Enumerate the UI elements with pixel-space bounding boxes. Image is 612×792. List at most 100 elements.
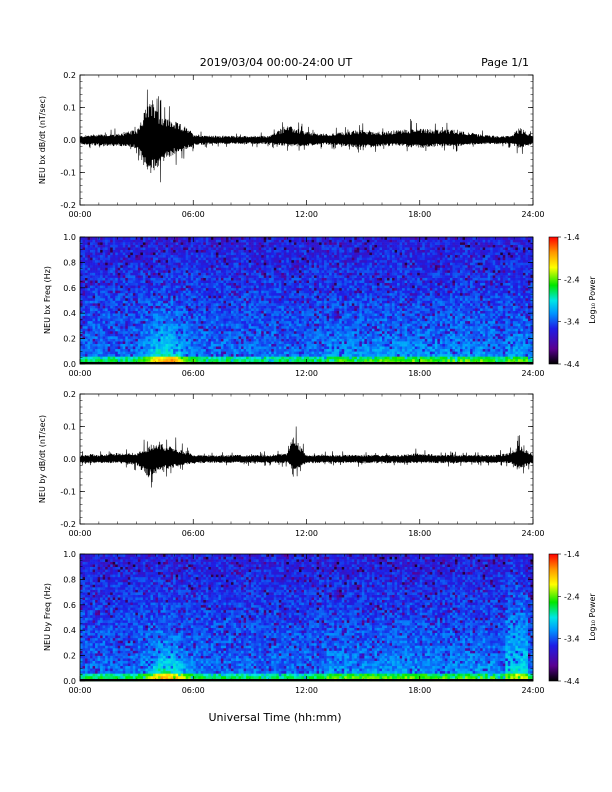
bx-spectrogram-cell (215, 285, 219, 289)
bx-spectrogram-cell (188, 341, 192, 344)
bx-spectrogram-cell (185, 351, 189, 355)
bx-spectrogram-cell (266, 242, 270, 245)
bx-spectrogram-cell (233, 313, 237, 317)
bx-spectrogram-cell (152, 328, 156, 332)
bx-spectrogram-cell (130, 270, 134, 273)
bx-spectrogram-cell (223, 336, 227, 339)
bx-spectrogram-cell (225, 330, 229, 334)
bx-spectrogram-cell (301, 310, 305, 314)
bx-spectrogram-cell (261, 325, 265, 329)
bx-spectrogram-cell (316, 239, 320, 243)
bx-spectrogram-cell (132, 267, 136, 271)
bx-spectrogram-cell (195, 303, 199, 306)
bx-spectrogram-cell (258, 244, 262, 248)
bx-spectrogram-cell (127, 315, 131, 319)
bx-spectrogram-cell (261, 249, 265, 253)
bx-spectrogram-cell (115, 348, 119, 352)
bx-spectrogram-cell (314, 267, 317, 271)
bx-spectrogram-cell (296, 341, 300, 344)
bx-spectrogram-cell (314, 295, 317, 299)
bx-spectrogram-cell (311, 285, 315, 289)
bx-spectrogram-cell (130, 280, 134, 284)
bx-spectrogram-cell (127, 325, 131, 329)
bx-spectrogram-cell (248, 290, 252, 294)
bx-spectrogram-cell (193, 305, 197, 309)
bx-spectrogram-cell (188, 292, 192, 296)
bx-spectrogram-cell (291, 308, 295, 311)
bx-spectrogram-cell (122, 341, 126, 344)
bx-spectrogram-cell (158, 242, 161, 245)
bx-spectrogram-cell (147, 333, 151, 337)
bx-spectrogram-cell (155, 242, 159, 245)
bx-spectrogram-cell (271, 318, 275, 322)
bx-spectrogram-cell (200, 336, 204, 339)
bx-spectrogram-cell (198, 247, 202, 250)
bx-spectrogram-cell (311, 287, 315, 291)
bx-spectrogram-cell (183, 353, 186, 357)
bx-spectrogram-cell (193, 341, 197, 344)
bx-spectrogram-cell (102, 280, 106, 284)
bx-spectrogram-cell (112, 242, 116, 245)
bx-spectrogram-cell (208, 272, 212, 276)
bx-spectrogram-cell (132, 239, 136, 243)
bx-spectrogram-cell (135, 280, 139, 284)
bx-spectrogram-cell (175, 290, 179, 294)
bx-spectrogram-cell (241, 333, 244, 337)
bx-spectrogram-cell (92, 290, 96, 294)
bx-spectrogram-cell (147, 280, 151, 284)
bx-spectrogram-cell (107, 239, 111, 243)
bx-spectrogram-cell (137, 290, 141, 294)
bx-spectrogram-cell (105, 325, 108, 329)
bx-spectrogram-cell (236, 297, 239, 301)
bx-spectrogram-cell (321, 239, 325, 243)
bx-spectrogram-cell (301, 333, 305, 337)
bx-spectrogram-cell (218, 303, 222, 306)
bx-spectrogram-cell (87, 328, 91, 332)
bx-spectrogram-cell (263, 237, 267, 240)
bx-spectrogram-cell (281, 242, 285, 245)
bx-spectrogram-cell (271, 287, 275, 291)
bx-spectrogram-cell (147, 254, 151, 258)
bx-spectrogram-cell (215, 280, 219, 284)
bx-spectrogram-cell (125, 320, 129, 324)
bx-spectrogram-cell (170, 336, 174, 339)
bx-spectrogram-cell (132, 320, 136, 324)
bx-spectrogram-cell (228, 287, 232, 291)
bx-spectrogram-cell (80, 333, 83, 337)
bx-spectrogram-cell (268, 358, 272, 362)
bx-spectrogram-cell (301, 267, 305, 271)
bx-spectrogram-cell (276, 280, 280, 284)
bx-spectrogram-cell (246, 295, 249, 299)
bx-spectrogram-cell (97, 292, 101, 296)
bx-spectrogram-cell (130, 320, 134, 324)
bx-spectrogram-cell (321, 280, 325, 284)
bx-spectrogram-cell (87, 348, 91, 352)
bx-spectrogram-cell (306, 358, 310, 362)
bx-spectrogram-cell (195, 351, 199, 355)
bx-spectrogram-cell (100, 247, 103, 250)
bx-spectrogram-cell (198, 318, 202, 322)
bx-spectrogram-cell (145, 252, 149, 256)
bx-spectrogram-cell (95, 341, 98, 344)
bx-spectrogram-cell (210, 343, 214, 347)
bx-spectrogram-cell (208, 262, 212, 266)
bx-spectrogram-cell (185, 356, 189, 360)
bx-spectrogram-cell (236, 282, 239, 286)
bx-spectrogram-cell (145, 341, 149, 344)
bx-spectrogram-cell (115, 239, 119, 243)
bx-spectrogram-cell (137, 237, 141, 240)
bx-spectrogram-cell (276, 259, 280, 263)
bx-spectrogram-cell (213, 252, 217, 256)
bx-spectrogram-cell (268, 353, 272, 357)
bx-spectrogram-cell (142, 290, 146, 294)
bx-spectrogram-cell (273, 358, 277, 362)
bx-spectrogram-cell (150, 272, 154, 276)
bx-spectrogram-cell (231, 333, 234, 337)
bx-spectrogram-cell (253, 343, 257, 347)
bx-spectrogram-cell (316, 242, 320, 245)
bx-spectrogram-cell (145, 353, 149, 357)
bx-spectrogram-cell (246, 308, 249, 311)
bx-spectrogram-cell (190, 325, 194, 329)
bx-spectrogram-cell (120, 257, 124, 261)
bx-spectrogram-cell (251, 348, 254, 352)
